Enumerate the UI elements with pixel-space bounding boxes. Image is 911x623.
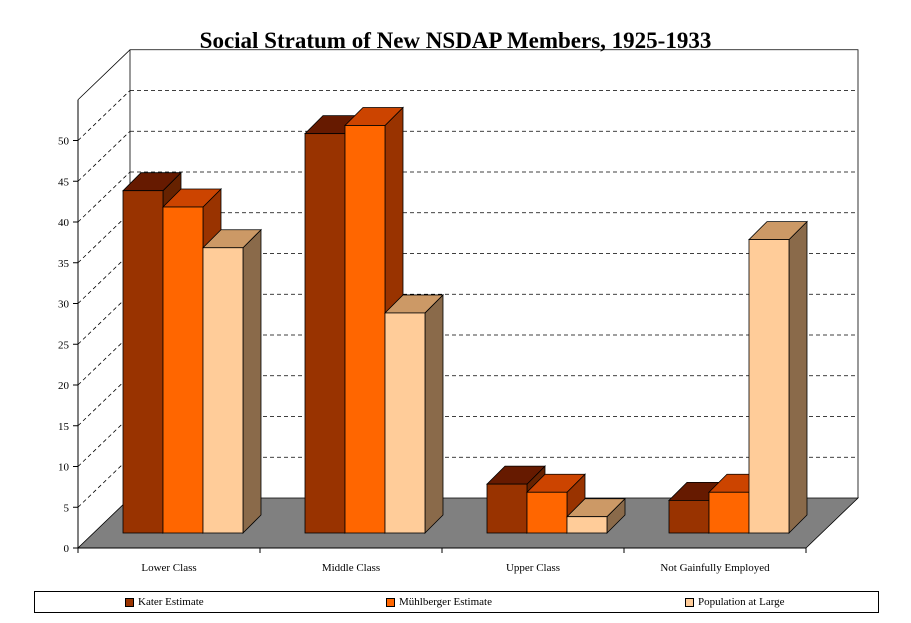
legend-label-population: Population at Large [698, 596, 785, 608]
bar-0-2 [202, 228, 262, 534]
gridline-diagonal-45 [77, 130, 131, 182]
gridline-diagonal-25 [77, 293, 131, 345]
x-tick-label-1: Middle Class [322, 562, 380, 574]
x-tick-label-0: Lower Class [141, 562, 196, 574]
bar-front-1-0 [304, 133, 346, 534]
gridline-diagonal-35 [77, 212, 131, 264]
chart-axes [73, 99, 807, 553]
x-tick-label-2: Upper Class [506, 562, 560, 574]
y-tick-label-15: 15 [58, 421, 70, 433]
bar-front-2-0 [486, 483, 528, 534]
legend-swatch-muhlberger [386, 597, 395, 607]
legend-entry-population: Population at Large [685, 596, 785, 608]
y-tick-label-5: 5 [64, 502, 70, 514]
y-tick-label-40: 40 [58, 217, 70, 229]
legend-label-muhlberger: Mühlberger Estimate [399, 596, 492, 608]
bar-front-0-0 [122, 190, 164, 534]
legend-swatch-population [685, 597, 694, 607]
chart-title: Social Stratum of New NSDAP Members, 192… [199, 28, 712, 53]
gridline-diagonal-50 [77, 90, 131, 141]
y-tick-label-0: 0 [64, 543, 70, 555]
bar-side-1-2 [424, 293, 444, 534]
bar-front-2-2 [566, 516, 608, 534]
left-wall-top-edge [77, 49, 131, 101]
chart-tick-labels: 0 5 10 15 20 25 30 35 40 45 50 Lower Class Middle Cl… [58, 136, 770, 575]
y-tick-label-20: 20 [58, 380, 70, 392]
y-tick-label-50: 50 [58, 136, 70, 148]
y-tick-label-35: 35 [58, 258, 70, 270]
bar-2-2 [566, 497, 626, 534]
bar-front-3-2 [748, 239, 790, 534]
gridline-diagonal-15 [77, 375, 131, 427]
y-tick-label-30: 30 [58, 299, 70, 311]
bar-side-0-2 [242, 228, 262, 534]
bar-front-0-2 [202, 247, 244, 534]
bar-front-3-0 [668, 499, 710, 534]
bar-front-3-1 [708, 491, 750, 534]
bar-front-1-1 [344, 125, 386, 534]
legend-swatch-kater [125, 597, 134, 607]
gridline-diagonal-10 [77, 416, 131, 467]
bar-front-2-1 [526, 491, 568, 534]
chart-bars [122, 106, 808, 534]
x-tick-label-3: Not Gainfully Employed [660, 562, 770, 574]
chart-legend: Kater Estimate Mühlberger Estimate Popul… [34, 591, 879, 613]
gridline-diagonal-30 [77, 253, 131, 304]
bar-front-1-2 [384, 312, 426, 534]
bar-front-0-1 [162, 206, 204, 534]
legend-entry-muhlberger: Mühlberger Estimate [386, 596, 492, 608]
bar-3-2 [748, 220, 808, 534]
gridline-diagonal-40 [77, 171, 131, 223]
bar-1-2 [384, 293, 444, 534]
y-tick-label-25: 25 [58, 339, 70, 351]
y-tick-label-45: 45 [58, 176, 70, 188]
gridline-diagonal-20 [77, 334, 131, 386]
legend-entry-kater: Kater Estimate [125, 596, 204, 608]
y-tick-label-10: 10 [58, 462, 70, 474]
gridline-diagonal-5 [77, 456, 131, 508]
bar-side-3-2 [788, 220, 808, 534]
legend-label-kater: Kater Estimate [138, 596, 204, 608]
